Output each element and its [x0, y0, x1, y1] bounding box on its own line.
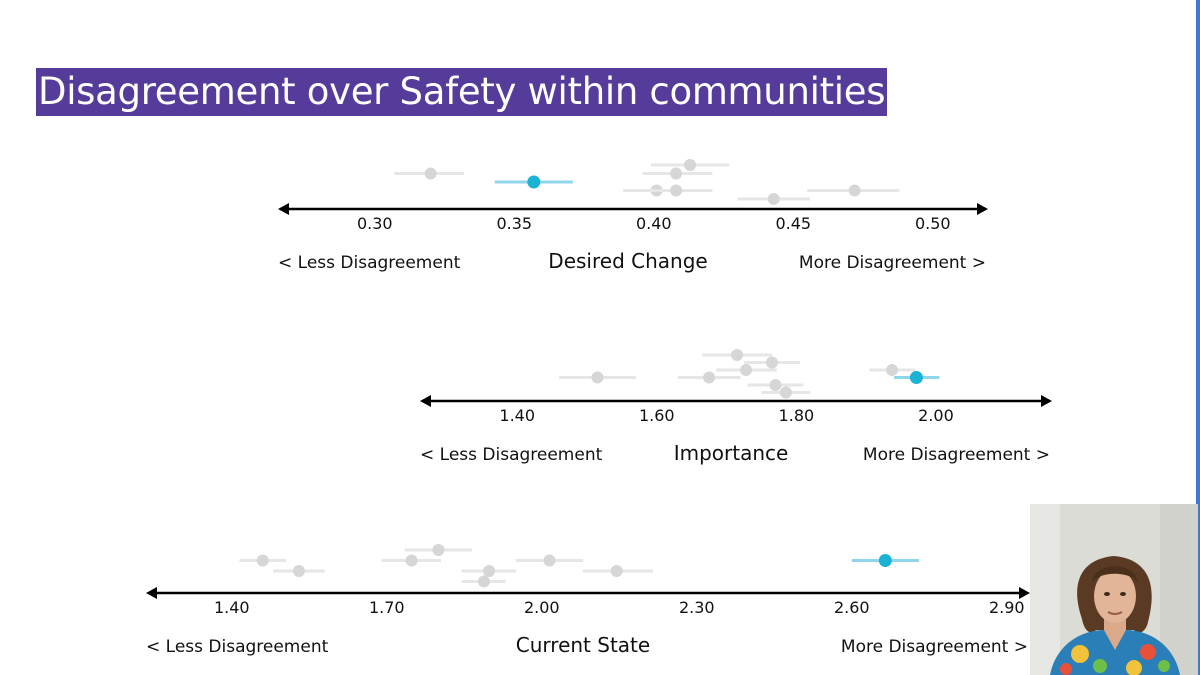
- data-point: [432, 544, 445, 556]
- tick-label: 2.00: [524, 598, 560, 617]
- axis-arrow-left: [420, 395, 431, 407]
- more-disagreement-label: More Disagreement >: [799, 253, 986, 273]
- tick-label: 1.80: [779, 406, 815, 425]
- slide-title: Disagreement over Safety within communit…: [36, 68, 888, 116]
- data-point: [731, 349, 744, 361]
- presenter-webcam: [1030, 504, 1198, 675]
- data-point: [424, 167, 437, 180]
- data-point: [591, 371, 604, 384]
- data-point: [483, 565, 496, 577]
- tick-label: 0.45: [775, 214, 811, 233]
- data-point: [256, 554, 269, 567]
- data-point: [769, 379, 782, 391]
- more-disagreement-label: More Disagreement >: [841, 637, 1028, 657]
- tick-label: 1.40: [499, 406, 535, 425]
- tick-label: 1.40: [214, 598, 250, 617]
- window-edge: [1196, 0, 1200, 675]
- tick-label: 1.60: [639, 406, 675, 425]
- data-point: [767, 193, 780, 205]
- data-point: [765, 356, 778, 369]
- data-point: [885, 364, 898, 376]
- data-point: [684, 159, 697, 171]
- data-point: [292, 565, 305, 577]
- presenter-video-image: [1030, 504, 1198, 675]
- more-disagreement-label: More Disagreement >: [863, 445, 1050, 465]
- highlight-point: [527, 175, 541, 189]
- tick-label: 1.70: [369, 598, 405, 617]
- chart-title: Desired Change: [548, 249, 707, 273]
- highlight-point: [909, 371, 923, 384]
- less-disagreement-label: < Less Disagreement: [420, 445, 603, 465]
- chart-title: Importance: [674, 441, 789, 465]
- highlight-point: [878, 554, 892, 567]
- axis-arrow-right: [1019, 587, 1030, 599]
- tick-label: 0.30: [357, 214, 393, 233]
- tick-label: 0.50: [915, 214, 951, 233]
- tick-label: 2.90: [989, 598, 1025, 617]
- axis-arrow-left: [278, 203, 289, 215]
- data-point: [848, 184, 861, 197]
- tick-label: 0.40: [636, 214, 672, 233]
- data-point: [543, 554, 556, 567]
- tick-label: 2.00: [918, 406, 954, 425]
- axis-arrow-left: [146, 587, 157, 599]
- tick-label: 2.60: [834, 598, 870, 617]
- less-disagreement-label: < Less Disagreement: [146, 637, 329, 657]
- tick-label: 2.30: [679, 598, 715, 617]
- tick-label: 0.35: [496, 214, 532, 233]
- data-point: [779, 386, 792, 399]
- data-point: [610, 565, 623, 577]
- data-point: [670, 184, 683, 197]
- data-point: [670, 167, 683, 180]
- axis-arrow-right: [1041, 395, 1052, 407]
- data-point: [740, 364, 753, 376]
- less-disagreement-label: < Less Disagreement: [278, 253, 461, 273]
- data-point: [477, 575, 490, 588]
- data-point: [703, 371, 716, 384]
- axis-arrow-right: [977, 203, 988, 215]
- chart-title: Current State: [516, 633, 650, 657]
- data-point: [405, 554, 418, 567]
